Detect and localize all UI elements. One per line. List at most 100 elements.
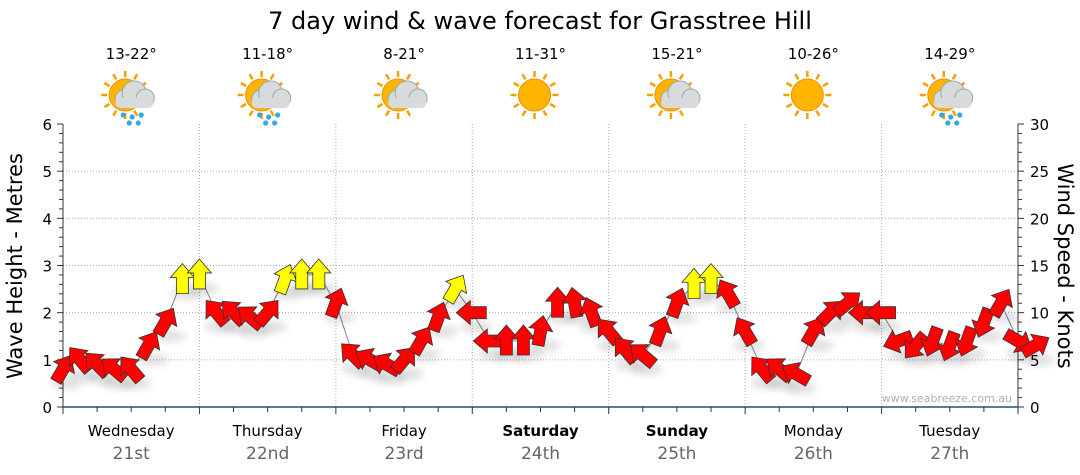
y-tick-label: 2 xyxy=(42,305,52,323)
wind-arrow: 9.5 kn xyxy=(426,301,451,334)
day-column: 14-29° Tuesday 27th xyxy=(918,45,980,464)
wind-arrow: 14 kn xyxy=(305,258,332,290)
wind-arrow: 4 kn xyxy=(120,356,146,385)
day-date: 25th xyxy=(657,444,696,464)
sun-icon xyxy=(783,71,832,119)
cloud-icon xyxy=(387,80,428,109)
day-name: Friday xyxy=(381,422,427,440)
y2-tick-label: 20 xyxy=(1030,210,1049,228)
sun-ray xyxy=(112,109,118,117)
wind-arrow: 11 kn xyxy=(665,287,690,319)
wind-arrow: 8 kn xyxy=(528,315,554,347)
sun-ray xyxy=(657,73,664,81)
y-axis-label: Wave Height - Metres xyxy=(3,153,27,379)
sun-ray xyxy=(269,73,275,81)
sun-ray xyxy=(376,102,384,109)
sun-ray xyxy=(513,102,520,109)
day-name: Monday xyxy=(784,422,843,440)
cloud-base xyxy=(660,98,699,108)
wind-arrow: 9 kn xyxy=(152,307,178,338)
day-column: 11-18° Thursday 22nd xyxy=(232,45,303,464)
sun-ray xyxy=(794,109,800,117)
day-name: Wednesday xyxy=(88,422,175,440)
day-column: 8-21° Friday 23rd xyxy=(374,45,428,464)
wind-arrow: 10 kn xyxy=(455,299,487,326)
y-tick-label: 6 xyxy=(42,116,52,134)
sun-ray xyxy=(951,73,957,81)
sun-ray xyxy=(248,109,254,117)
rain-drop xyxy=(257,112,263,118)
sun-ray xyxy=(405,109,412,117)
day-temperature: 11-18° xyxy=(242,45,293,63)
wind-arrow: 10 kn xyxy=(205,299,231,328)
wind-arrow: 11 kn xyxy=(324,287,349,319)
sun-ray xyxy=(930,73,936,81)
sun-ray xyxy=(240,81,247,88)
arrow-shadow xyxy=(630,363,663,376)
sun-cloud-rain-icon xyxy=(237,71,292,126)
day-name: Tuesday xyxy=(918,422,980,440)
y-tick-label: 4 xyxy=(42,210,52,228)
cloud-icon xyxy=(933,80,974,109)
wind-arrow: 8 kn xyxy=(648,315,673,348)
sun-ray xyxy=(649,102,656,109)
sun-ray xyxy=(405,73,412,81)
day-temperature: 14-29° xyxy=(924,45,975,63)
sun-ray xyxy=(521,73,527,81)
y-tick-label: 0 xyxy=(42,399,52,417)
cloud-base xyxy=(933,98,972,108)
wind-arrow: 6.5 kn xyxy=(937,329,962,362)
day-name: Sunday xyxy=(646,422,709,440)
sun-disc xyxy=(790,78,824,112)
sun-ray xyxy=(678,109,685,117)
rain-drop xyxy=(939,112,945,118)
y-tick-label: 5 xyxy=(42,163,52,181)
day-date: 22nd xyxy=(246,444,289,464)
sun-icon xyxy=(510,71,559,119)
wind-arrow: 4 kn xyxy=(50,354,75,385)
wind-arrow: 12.5 kn xyxy=(442,274,468,305)
rain-icon xyxy=(257,112,281,126)
rain-drop xyxy=(945,120,951,126)
rain-drop xyxy=(135,120,141,126)
sun-ray xyxy=(240,102,247,109)
sun-ray xyxy=(133,73,139,81)
sun-ray xyxy=(815,109,821,117)
sun-ray xyxy=(951,109,957,117)
y2-tick-label: 30 xyxy=(1030,116,1049,134)
sun-ray xyxy=(513,81,520,88)
y-tick-label: 1 xyxy=(42,352,52,370)
wind-arrow: 13.5 kn xyxy=(698,263,724,295)
rain-icon xyxy=(939,112,963,126)
sun-ray xyxy=(785,102,793,109)
wind-arrow: 14 kn xyxy=(288,258,315,290)
sun-ray xyxy=(657,109,664,117)
day-date: 21st xyxy=(113,444,150,464)
sun-ray xyxy=(112,73,118,81)
sun-cloud-rain-icon xyxy=(101,71,155,126)
y2-tick-label: 0 xyxy=(1030,399,1040,417)
wind-arrow: 7 kn xyxy=(510,324,537,356)
rain-drop xyxy=(954,120,960,126)
wind-arrow: 6.5 kn xyxy=(135,331,161,362)
sun-ray xyxy=(815,73,821,81)
wind-arrow: 5.5 kn xyxy=(630,344,658,370)
day-date: 26th xyxy=(794,444,833,464)
day-date: 27th xyxy=(930,444,969,464)
y2-tick-label: 10 xyxy=(1030,305,1049,323)
day-temperature: 15-21° xyxy=(651,45,702,63)
sun-icon xyxy=(510,71,559,119)
wind-arrow: 6.5 kn xyxy=(1019,333,1050,359)
day-name: Thursday xyxy=(232,422,303,440)
day-temperature: 10-26° xyxy=(788,45,839,63)
sun-ray xyxy=(649,81,656,88)
wind-arrow: 12 kn xyxy=(716,279,741,310)
sun-ray xyxy=(103,102,111,109)
wind-arrow: 10 kn xyxy=(253,299,279,328)
sun-disc xyxy=(518,78,551,112)
day-temperature: 8-21° xyxy=(383,45,425,63)
sun-ray xyxy=(678,73,685,81)
day-column: 10-26° Monday 26th xyxy=(783,45,843,464)
sun-ray xyxy=(376,81,384,88)
